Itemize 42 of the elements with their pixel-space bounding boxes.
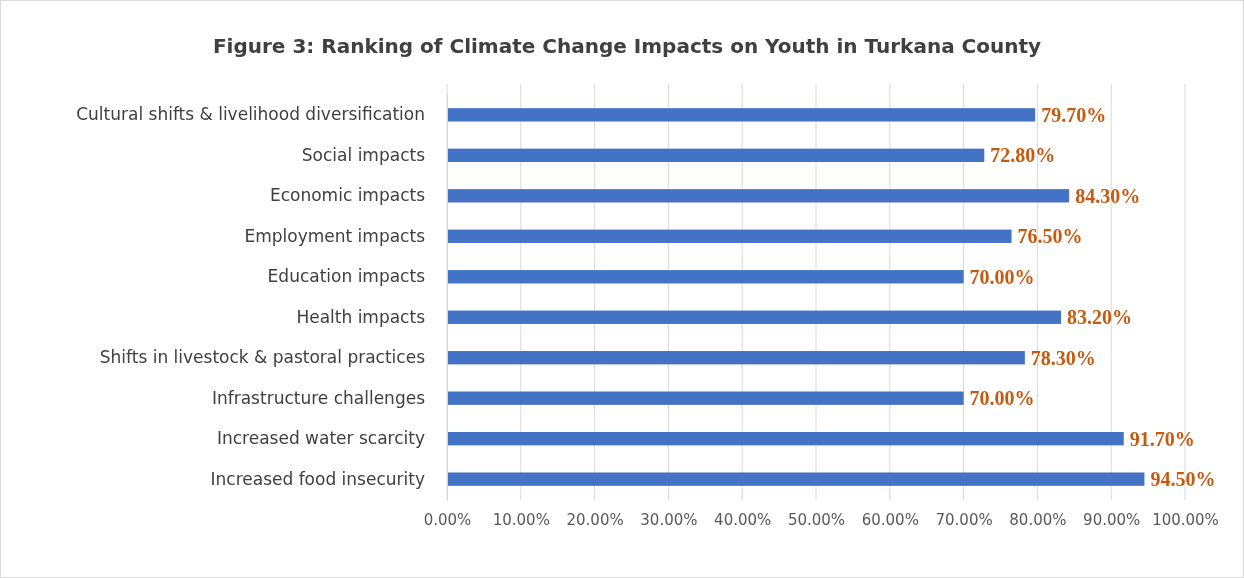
y-tick-label: Education impacts xyxy=(267,266,426,287)
bar xyxy=(447,229,1012,243)
y-tick-label: Social impacts xyxy=(301,144,426,165)
y-tick-label: Cultural shifts & livelihood diversification xyxy=(76,104,425,125)
bar xyxy=(447,472,1145,486)
data-label: 84.30% xyxy=(1075,184,1141,207)
chart-title: Figure 3: Ranking of Climate Change Impacts on Youth in Turkana County xyxy=(212,34,1042,58)
data-label: 76.50% xyxy=(1017,225,1083,248)
bar xyxy=(447,310,1062,324)
x-tick-label: 0.00% xyxy=(423,510,472,529)
y-tick-label: Health impacts xyxy=(296,306,426,327)
x-tick-label: 50.00% xyxy=(787,510,846,529)
bar xyxy=(447,189,1070,203)
x-tick-label: 100.00% xyxy=(1152,510,1219,529)
x-tick-label: 20.00% xyxy=(566,510,624,529)
x-tick-label: 60.00% xyxy=(861,510,919,529)
data-label: 70.00% xyxy=(969,387,1035,410)
data-label: 70.00% xyxy=(969,265,1035,288)
bar xyxy=(447,108,1036,122)
x-tick-label: 40.00% xyxy=(714,510,772,529)
y-tick-label: Increased food insecurity xyxy=(210,468,425,489)
x-tick-label: 10.00% xyxy=(492,510,550,529)
x-tick-label: 30.00% xyxy=(640,510,698,529)
data-label: 78.30% xyxy=(1030,346,1096,369)
bar xyxy=(447,391,964,405)
bar xyxy=(447,148,985,162)
bar xyxy=(447,270,964,284)
y-tick-label: Infrastructure challenges xyxy=(211,387,426,408)
data-label: 83.20% xyxy=(1067,306,1133,329)
y-tick-label: Shifts in livestock & pastoral practices xyxy=(99,347,426,368)
y-tick-label: Employment impacts xyxy=(244,225,426,246)
y-tick-label: Increased water scarcity xyxy=(216,428,425,449)
data-label: 79.70% xyxy=(1041,103,1107,126)
data-label: 94.50% xyxy=(1150,468,1216,491)
data-label: 72.80% xyxy=(990,144,1056,167)
bar xyxy=(447,351,1025,365)
y-tick-label: Economic impacts xyxy=(269,185,426,206)
data-label: 91.70% xyxy=(1129,427,1195,450)
x-tick-label: 90.00% xyxy=(1083,510,1141,529)
x-tick-label: 80.00% xyxy=(1009,510,1067,529)
x-tick-label: 70.00% xyxy=(935,510,993,529)
bar xyxy=(447,432,1124,446)
